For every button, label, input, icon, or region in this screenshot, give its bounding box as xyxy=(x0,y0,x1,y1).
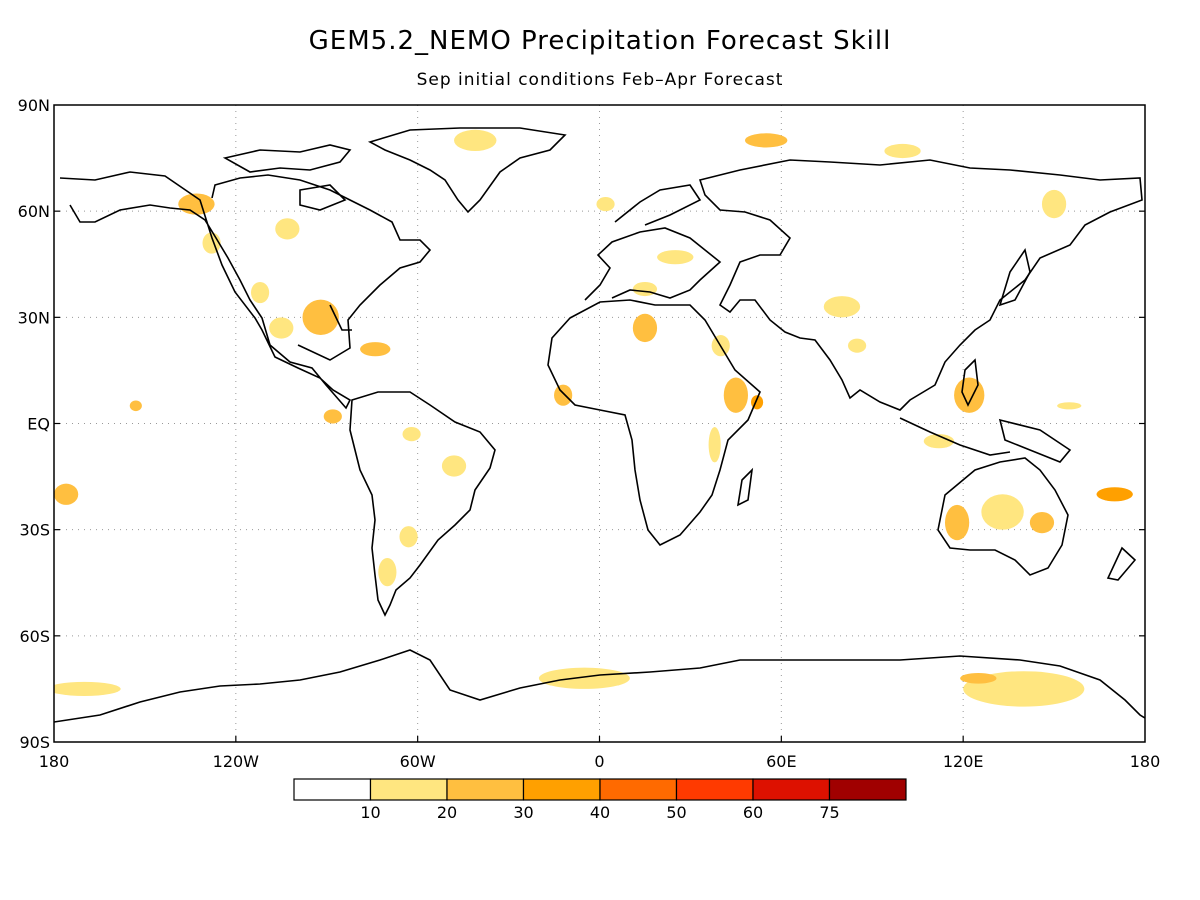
lon-tick-label: 120W xyxy=(213,752,260,771)
skill-region: Western US xyxy=(250,281,270,304)
skill-region: Central Asia xyxy=(823,296,861,318)
coast-africa xyxy=(547,299,761,547)
lat-tick-label: 30S xyxy=(19,521,50,540)
colorbar-label: 75 xyxy=(819,803,839,822)
skill-region: Sahel xyxy=(632,313,658,343)
coast-new-zealand xyxy=(1106,546,1137,581)
grid-lines xyxy=(54,105,1145,742)
skill-region: Patagonia xyxy=(378,557,397,587)
colorbar-swatch xyxy=(369,778,448,801)
coast-indonesia xyxy=(899,417,1072,463)
lat-tick-label: 30N xyxy=(18,308,50,327)
colorbar-label: 30 xyxy=(513,803,533,822)
skill-region: Far East xyxy=(1041,189,1067,219)
skill-region: Amazon xyxy=(402,427,421,442)
skill-region: SE US xyxy=(302,299,339,336)
coastlines xyxy=(54,127,1145,723)
lat-tick-label: 90S xyxy=(19,733,50,752)
colorbar-label: 40 xyxy=(590,803,610,822)
coast-greenland xyxy=(367,127,567,214)
skill-region: Philippines xyxy=(954,377,985,413)
colorbar-label: 60 xyxy=(743,803,763,822)
skill-region: Siberia north xyxy=(744,133,788,148)
coast-antarctica xyxy=(54,649,1145,723)
skill-region: Mexico xyxy=(269,317,294,339)
skill-region: S Ocean Atlantic xyxy=(538,667,630,689)
lat-tick-label: EQ xyxy=(27,415,50,434)
colorbar-swatch xyxy=(522,778,601,801)
lon-tick-label: 180 xyxy=(39,752,70,771)
colorbar-swatch xyxy=(293,778,372,801)
skill-region: S Ocean west xyxy=(54,681,121,696)
skill-region: India xyxy=(848,338,867,353)
skill-region: W Pacific trop xyxy=(1057,402,1082,410)
colorbar-swatch xyxy=(599,778,678,801)
skill-region: Argentina xyxy=(399,526,418,548)
colorbar-label: 50 xyxy=(666,803,686,822)
map-title: GEM5.2_NEMO Precipitation Forecast Skill xyxy=(308,26,892,56)
lat-tick-label: 60S xyxy=(19,627,50,646)
skill-region: Greenland xyxy=(454,129,497,152)
skill-region: Scandinavia xyxy=(596,197,615,212)
colorbar-swatch xyxy=(752,778,831,801)
skill-region: Russia xyxy=(657,250,694,265)
skill-region: E Africa xyxy=(708,427,721,463)
coast-madagascar xyxy=(736,467,754,507)
colorbar-swatch xyxy=(828,778,907,801)
colorbar-swatch xyxy=(675,778,754,801)
lat-tick-label: 60N xyxy=(18,202,50,221)
colorbar-label: 20 xyxy=(437,803,457,822)
skill-region: Indonesia xyxy=(923,434,955,449)
coast-philippines xyxy=(961,358,979,407)
colorbar-swatch xyxy=(446,778,525,801)
skill-region: Arctic coast xyxy=(884,143,921,159)
lon-tick-label: 180 xyxy=(1130,752,1161,771)
skill-region: Mediterranean xyxy=(632,281,658,297)
skill-region: E Australia xyxy=(1029,511,1055,534)
skill-region: Coral Sea xyxy=(1096,487,1133,502)
skill-region: E Pacific xyxy=(323,409,342,424)
colorbar-label: 10 xyxy=(360,803,380,822)
coast-arctic-islands xyxy=(222,144,352,211)
lon-tick-label: 120E xyxy=(943,752,984,771)
skill-region: Horn of Africa xyxy=(723,377,748,413)
coast-australia xyxy=(937,457,1069,576)
lon-tick-label: 0 xyxy=(594,752,604,771)
skill-region: Brazil xyxy=(441,455,467,477)
map-subtitle: Sep initial conditions Feb–Apr Forecast xyxy=(416,70,784,90)
skill-region: Central Australia xyxy=(981,494,1024,530)
skill-region: W Africa xyxy=(554,384,573,406)
skill-region: S Pacific west xyxy=(54,483,79,505)
lon-tick-label: 60W xyxy=(400,752,436,771)
skill-region: Central Canada xyxy=(275,218,300,240)
skill-region: Hawaii area xyxy=(129,400,142,412)
coast-asia xyxy=(698,159,1143,411)
coast-north-america xyxy=(59,171,432,410)
lon-tick-label: 60E xyxy=(766,752,796,771)
skill-region: Caribbean xyxy=(360,342,391,357)
skill-region: S Ocean Indian core xyxy=(960,672,997,684)
coast-japan xyxy=(998,248,1031,307)
skill-region: W Australia xyxy=(944,504,970,541)
coast-south-america xyxy=(349,391,496,617)
colorbar: 10 20 30 40 50 60 75 xyxy=(293,778,907,822)
coast-europe xyxy=(584,184,722,301)
lat-tick-label: 90N xyxy=(18,96,50,115)
